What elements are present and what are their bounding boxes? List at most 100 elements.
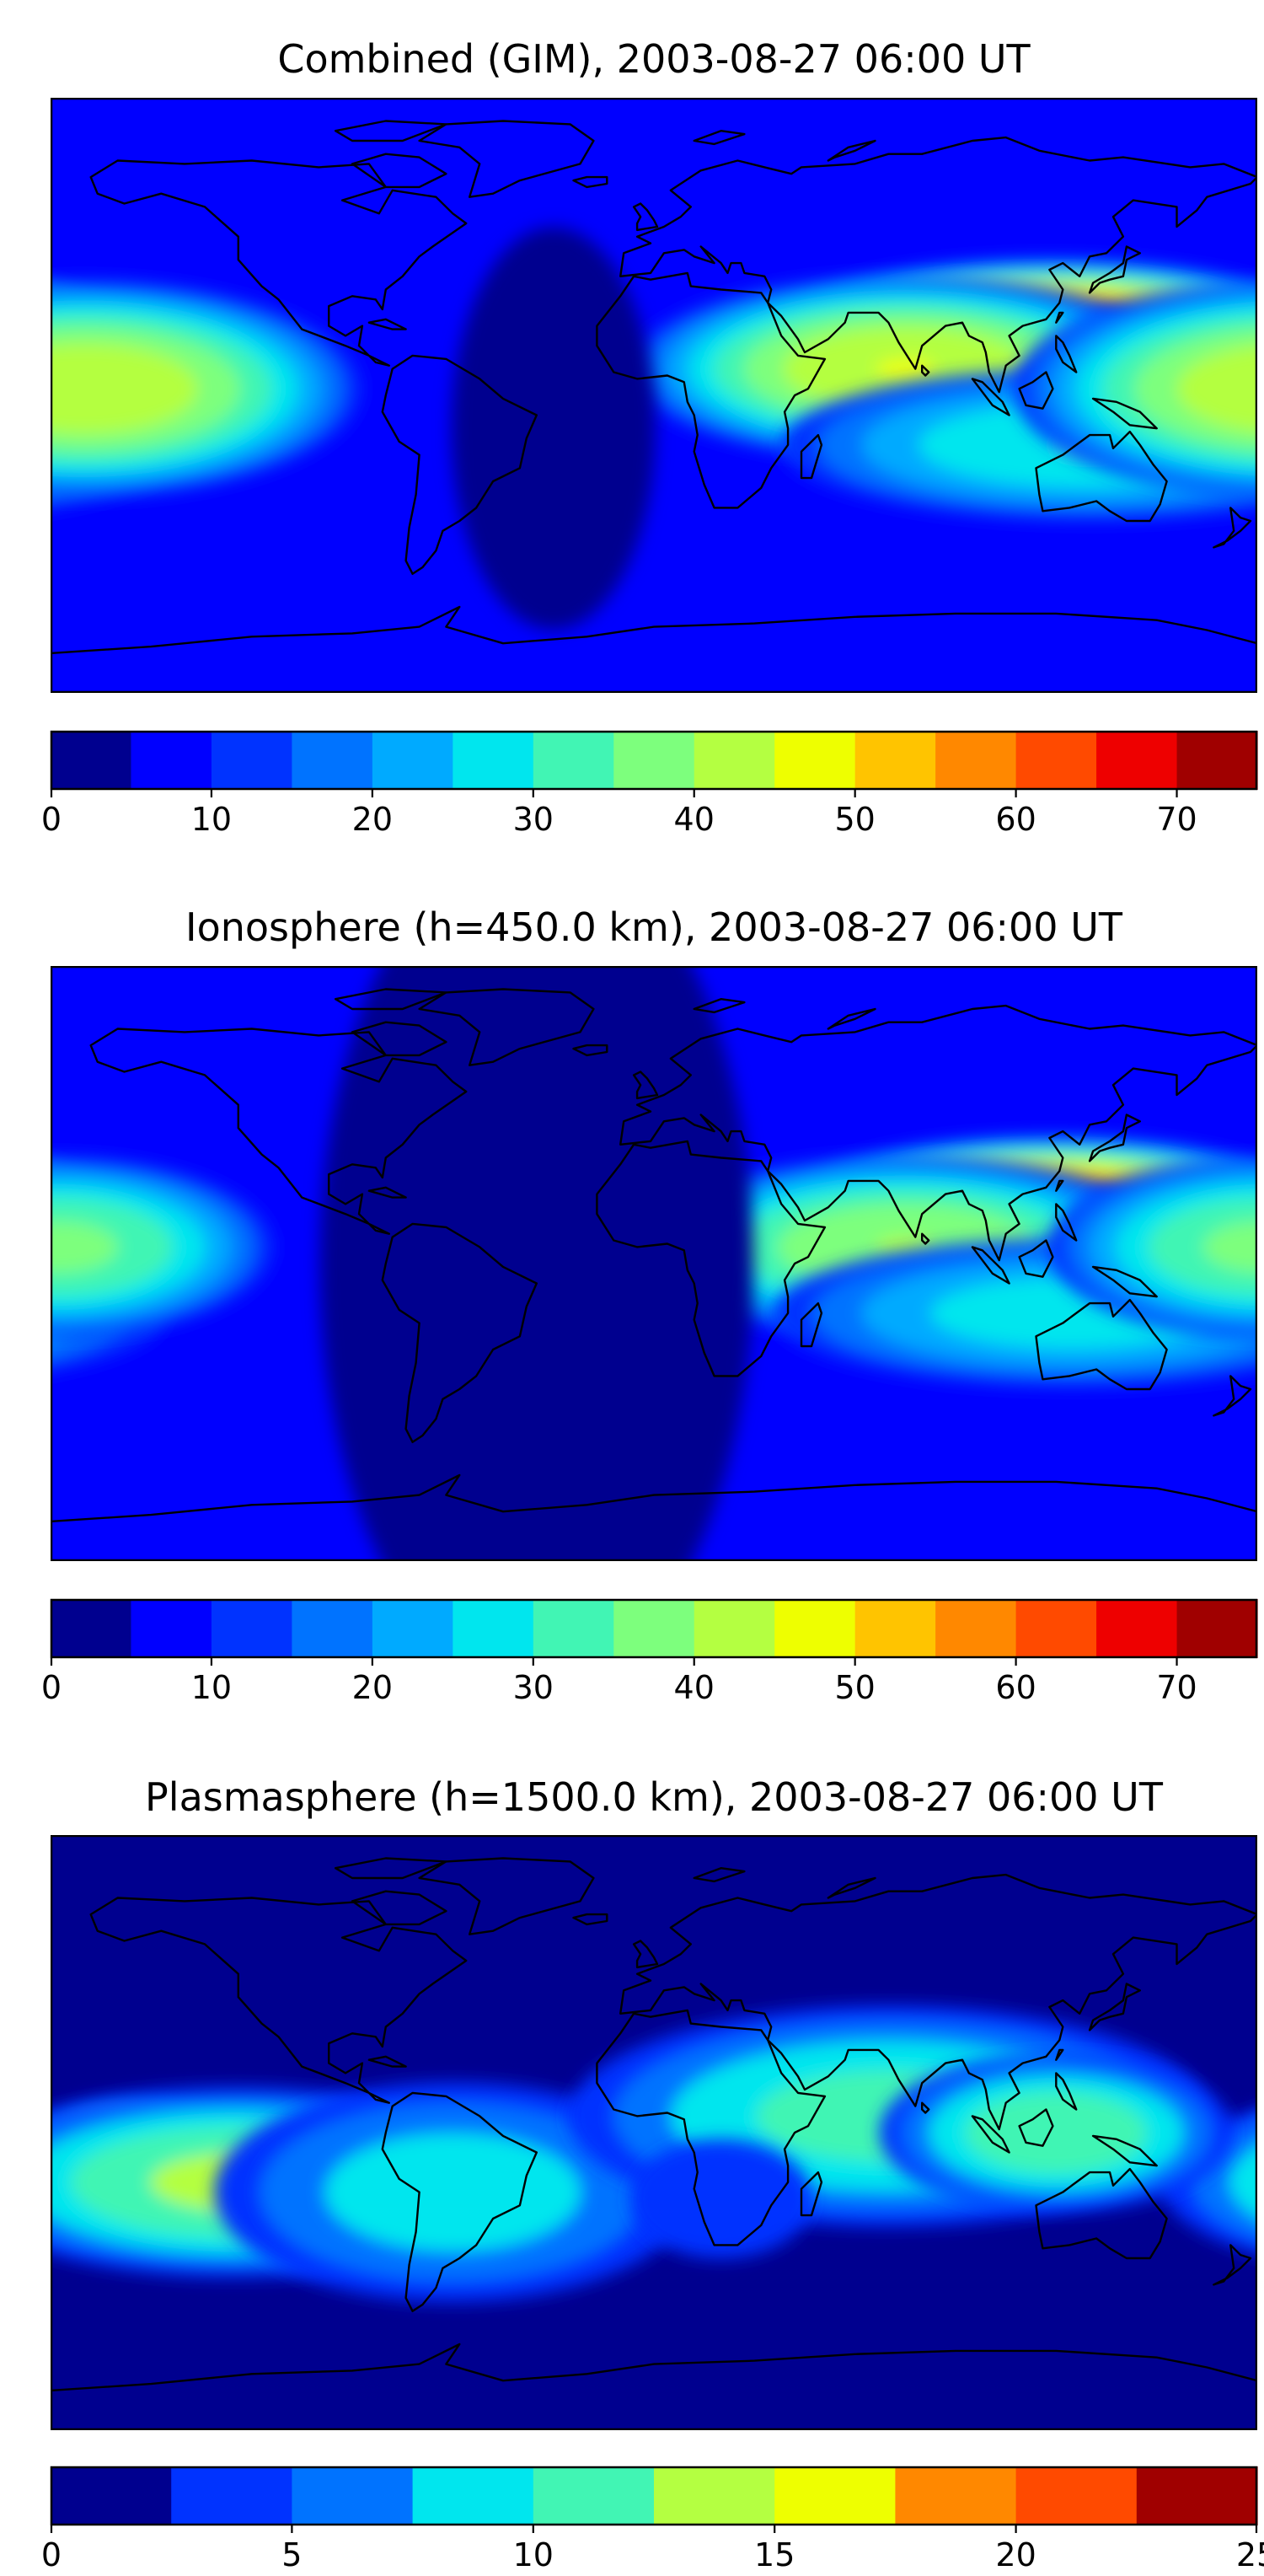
colorbar-segment — [292, 2466, 414, 2525]
colorbar-segment — [613, 1599, 695, 1658]
colorbar-segment — [372, 1599, 453, 1658]
coastline-australia — [1035, 2167, 1168, 2260]
colorbar-segment — [533, 1599, 614, 1658]
colorbar-segment — [412, 2466, 534, 2525]
colorbar-segment — [211, 731, 292, 790]
coastline-sri-lanka — [921, 1232, 930, 1245]
colorbar-segment — [1096, 731, 1178, 790]
colorbar-segment — [372, 731, 453, 790]
coastline-antarctica — [51, 1473, 1257, 1523]
contour-band — [965, 2091, 1148, 2174]
contour-band — [451, 227, 656, 630]
colorbar-segment — [292, 1599, 373, 1658]
contour-band — [51, 1221, 119, 1274]
field-feature — [879, 2053, 1233, 2212]
coastline-svalbard — [693, 998, 746, 1014]
field-feature — [319, 966, 753, 1561]
colorbar-segment — [51, 731, 132, 790]
coastline-south-america — [381, 354, 538, 575]
coastline-philippines — [1055, 335, 1078, 373]
panel-title-combined: Combined (GIM), 2003-08-27 06:00 UT — [277, 36, 1031, 82]
map-ionosphere — [51, 966, 1257, 1561]
colorbar-segment — [613, 731, 695, 790]
colorbar-segment — [1136, 2466, 1258, 2525]
colorbar-segment — [1176, 731, 1258, 790]
coastline-taiwan — [1055, 2048, 1064, 2061]
colorbar-tick-label: 30 — [513, 801, 554, 838]
colorbar-segment — [1176, 1599, 1258, 1658]
colorbar-segment — [935, 731, 1017, 790]
colorbar-tick-label: 10 — [191, 1669, 232, 1706]
colorbar-tick-label: 20 — [995, 2536, 1036, 2573]
colorbar-segment — [774, 731, 856, 790]
coastline-greenland — [418, 988, 595, 1066]
colorbar-frame — [50, 2466, 1258, 2526]
coastline-british-isles — [632, 1940, 659, 1969]
coastline-ellesmere — [334, 988, 447, 1011]
colorbar-tick-label: 30 — [513, 1669, 554, 1706]
coastline-svalbard — [693, 130, 746, 146]
colorbar-tick-label: 20 — [352, 801, 393, 838]
colorbar-frame — [50, 730, 1258, 791]
coastline-africa — [596, 271, 827, 509]
colorbar-tick-label: 50 — [834, 1669, 875, 1706]
colorbar-frame — [50, 1598, 1258, 1659]
colorbar-tick-label: 0 — [41, 2536, 62, 2573]
coastline-iceland — [572, 1913, 608, 1926]
colorbar-tick-label: 10 — [191, 801, 232, 838]
colorbar-segment — [1015, 731, 1097, 790]
coastline-japan — [1088, 1983, 1141, 2031]
coastline-british-isles — [632, 1071, 659, 1100]
colorbar-segment — [654, 2466, 775, 2525]
colorbar-segment — [694, 731, 775, 790]
colorbar-tick-label: 70 — [1156, 801, 1197, 838]
coastline-north-america — [89, 1028, 468, 1235]
coastline-australia — [1035, 1298, 1168, 1391]
coastline-sri-lanka — [921, 364, 930, 377]
contour-band — [319, 966, 753, 1561]
colorbar-segment — [51, 1599, 132, 1658]
colorbar-segment — [292, 731, 373, 790]
coastline-africa — [596, 1140, 827, 1377]
colorbar-tick-label: 50 — [834, 801, 875, 838]
colorbar-segment — [895, 2466, 1017, 2525]
colorbar-ionosphere: 0 10 20 30 40 50 60 70 — [41, 1598, 1258, 1706]
coastline-sumatra — [971, 378, 1010, 416]
coastline-borneo — [1018, 1239, 1054, 1278]
coastline-baffin — [351, 1890, 447, 1926]
field-feature — [214, 2082, 692, 2302]
map-frame — [51, 98, 1257, 693]
field-feature — [629, 2139, 812, 2259]
coastline-madagascar — [800, 433, 823, 480]
colorbar-tick-label: 0 — [41, 1669, 62, 1706]
contour-band — [1229, 2146, 1257, 2218]
map-frame — [51, 966, 1257, 1561]
colorbar-segment — [774, 1599, 856, 1658]
colorbar-segment — [935, 1599, 1017, 1658]
colorbar-segment — [1015, 2466, 1138, 2525]
colorbar-tick-label: 60 — [995, 1669, 1036, 1706]
colorbar-segment — [171, 2466, 292, 2525]
coastline-greenland — [418, 1857, 595, 1935]
coastline-new-zealand — [1213, 1375, 1252, 1417]
colorbar-combined: 0 10 20 30 40 50 60 70 — [41, 730, 1258, 838]
coastline-novaya-zemlya — [827, 139, 876, 162]
coastline-novaya-zemlya — [827, 1876, 876, 1899]
field-feature — [451, 227, 656, 630]
colorbar-tick-label: 20 — [352, 1669, 393, 1706]
coastline-eurasia — [619, 1004, 1257, 1262]
colorbar-tick-label: 70 — [1156, 1669, 1197, 1706]
map-frame — [51, 1835, 1257, 2430]
coastline-north-america — [89, 159, 468, 367]
field-feature — [51, 1156, 273, 1339]
colorbar-tick-label: 0 — [41, 801, 62, 838]
coastline-australia — [1035, 430, 1168, 523]
colorbar-segment — [453, 731, 534, 790]
contour-band — [629, 2139, 812, 2259]
colorbar-segment — [854, 1599, 936, 1658]
colorbar-tick-label: 60 — [995, 801, 1036, 838]
coastline-madagascar — [800, 1301, 823, 1348]
colorbar-segment — [453, 1599, 534, 1658]
coastline-philippines — [1055, 2072, 1078, 2111]
coastline-british-isles — [632, 202, 659, 232]
